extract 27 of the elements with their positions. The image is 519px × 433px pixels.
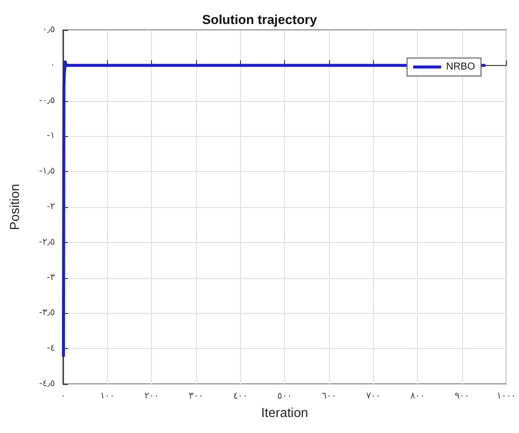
x-tick-label: ٦٠٠ [322, 392, 336, 402]
x-tick-label: ٥٠٠ [277, 392, 292, 402]
legend-label: NRBO [446, 62, 476, 72]
y-tick-label: -١ [46, 131, 55, 142]
chart-title: Solution trajectory [202, 12, 318, 27]
x-tick-label: ٣٠٠ [188, 392, 204, 402]
x-tick-label: ٠ [60, 392, 66, 402]
x-tick-label: ٩٠٠ [454, 392, 470, 402]
y-tick-label: ٠ [50, 60, 55, 70]
y-tick-label: ٠٫٥ [42, 25, 56, 35]
x-tick-label: ١٠٠ [100, 392, 115, 402]
x-tick-label: ٨٠٠ [410, 392, 425, 402]
x-tick-label: ١٠٠٠ [496, 392, 516, 402]
y-tick-label: -٢ [46, 202, 56, 212]
x-tick-label: ٢٠٠ [144, 392, 159, 402]
line-series [62, 60, 486, 358]
y-axis-title: Position [7, 184, 22, 230]
y-tick-label: -٣٫٥ [39, 308, 56, 318]
y-tick-label: -٤ [46, 344, 56, 354]
y-tick-label: -٢٫٥ [39, 237, 56, 248]
x-axis-title: Iteration [261, 405, 308, 420]
y-tick-label: -٣ [46, 272, 56, 283]
y-tick-label: -٤٫٥ [39, 379, 56, 389]
x-tick-label: ٧٠٠ [366, 392, 381, 402]
y-tick-label: -١٫٥ [39, 166, 56, 177]
y-tick-label: -٠٫٥ [39, 96, 56, 106]
x-tick-label: ٤٠٠ [233, 392, 248, 402]
